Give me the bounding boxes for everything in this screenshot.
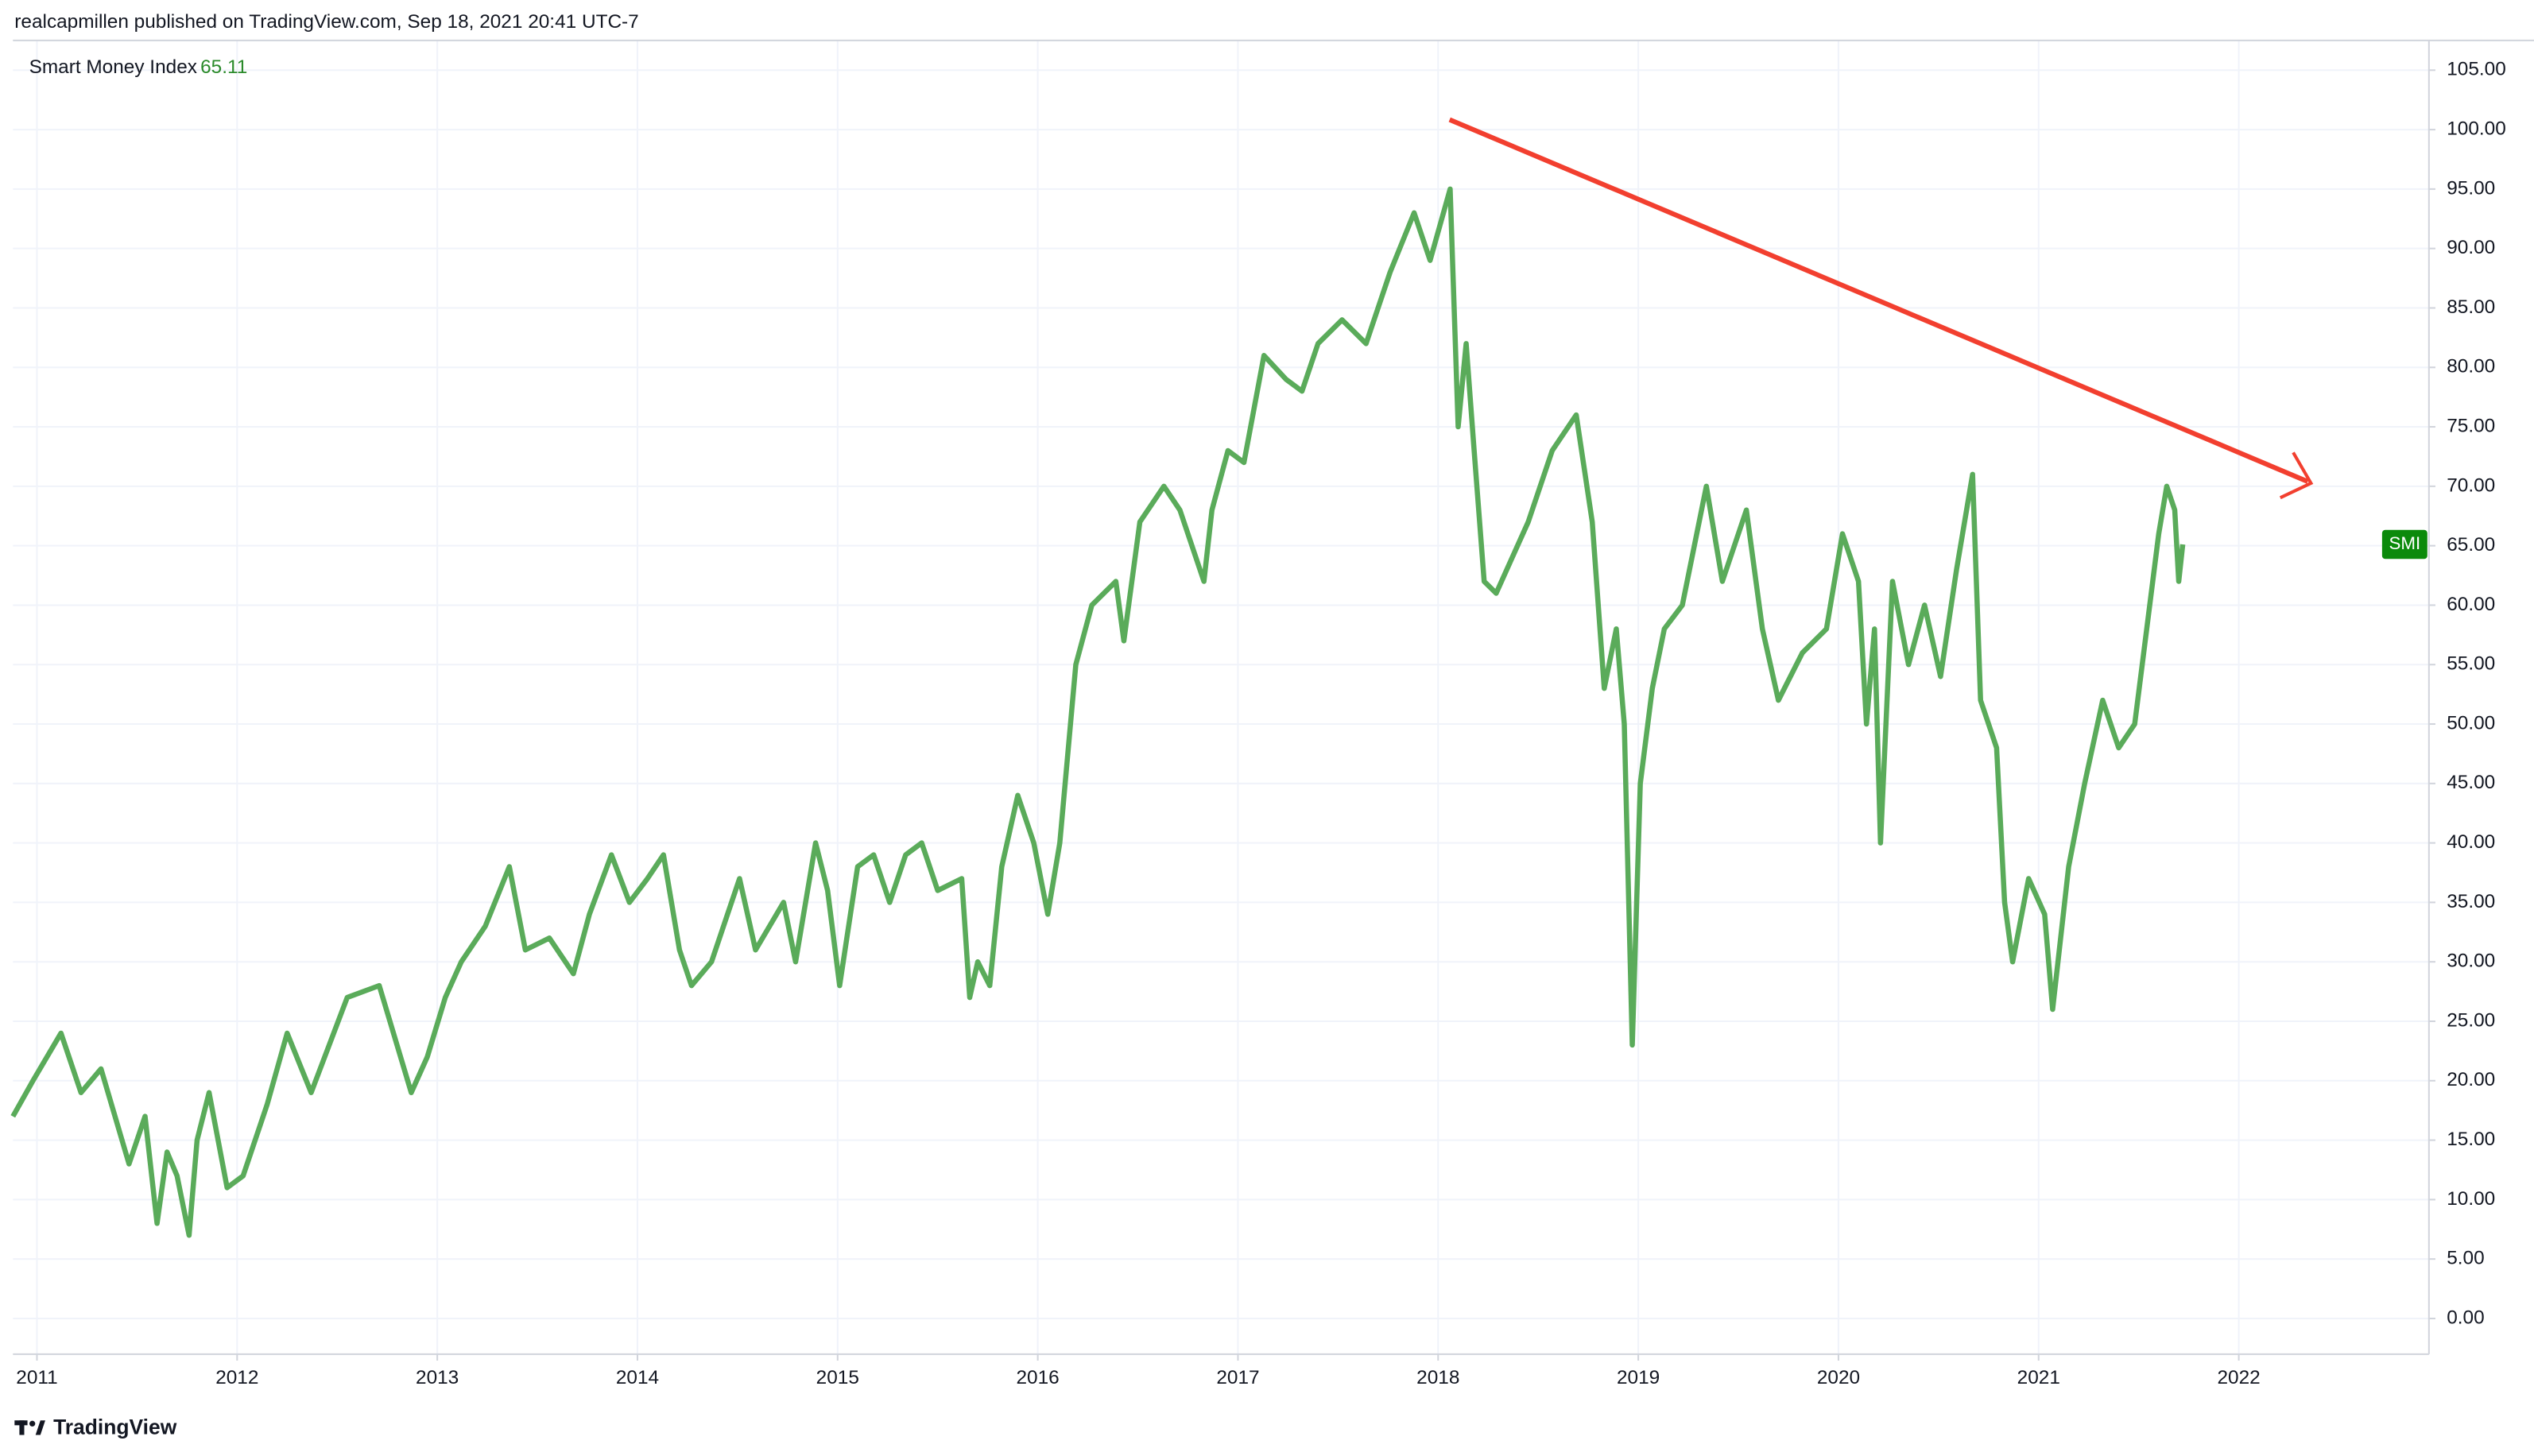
y-tick-label: 45.00 <box>2447 772 2495 793</box>
brand: TradingView <box>53 1415 177 1439</box>
x-tick-label: 2022 <box>2217 1367 2260 1388</box>
y-tick-label: 105.00 <box>2447 59 2506 80</box>
trend-arrow-head <box>2279 451 2314 500</box>
logo-part <box>19 1420 25 1435</box>
y-tick-label: 25.00 <box>2447 1009 2495 1031</box>
y-tick-label: 70.00 <box>2447 474 2495 496</box>
x-tick-label: 2014 <box>616 1367 659 1388</box>
y-tick-label: 90.00 <box>2447 237 2495 258</box>
legend-value: 65.11 <box>200 56 247 78</box>
x-tick-label: 2011 <box>16 1367 57 1388</box>
y-tick-label: 30.00 <box>2447 951 2495 972</box>
x-tick-label: 2018 <box>1416 1367 1459 1388</box>
x-tick-label: 2019 <box>1617 1367 1660 1388</box>
plot <box>10 186 2186 1238</box>
y-tick-label: 50.00 <box>2447 712 2495 734</box>
x-tick-label: 2013 <box>416 1367 459 1388</box>
x-tick-label: 2015 <box>816 1367 859 1388</box>
tv-logo <box>14 1420 45 1435</box>
y-tick-label: 100.00 <box>2447 118 2506 140</box>
y-tick-label: 95.00 <box>2447 177 2495 199</box>
y-tick-label: 60.00 <box>2447 594 2495 615</box>
series-line <box>10 186 2186 1238</box>
y-tick-label: 5.00 <box>2447 1248 2484 1269</box>
grid <box>13 40 2429 1354</box>
byline: realcapmillen published on TradingView.c… <box>14 11 638 33</box>
badge-label: SMI <box>2389 533 2420 553</box>
last-value-badge <box>2381 529 2427 560</box>
y-tick-label: 85.00 <box>2447 296 2495 318</box>
y-tick-label: 80.00 <box>2447 356 2495 378</box>
y-tick-label: 75.00 <box>2447 415 2495 436</box>
y-tick-label: 0.00 <box>2447 1307 2484 1328</box>
y-tick-label: 65.00 <box>2447 534 2495 556</box>
y-tick-label: 55.00 <box>2447 653 2495 675</box>
y-tick-label: 35.00 <box>2447 891 2495 912</box>
x-tick-label: 2017 <box>1216 1367 1259 1388</box>
x-tick-label: 2020 <box>1817 1367 1860 1388</box>
trend-arrow <box>1448 117 2309 484</box>
legend-label: Smart Money Index <box>29 56 197 78</box>
y-tick-label: 40.00 <box>2447 831 2495 853</box>
logo-part <box>35 1420 45 1435</box>
x-tick-label: 2012 <box>215 1367 258 1388</box>
logo-part <box>29 1420 36 1427</box>
x-tick-label: 2021 <box>2017 1367 2060 1388</box>
x-tick-label: 2016 <box>1017 1367 1060 1388</box>
y-tick-label: 20.00 <box>2447 1069 2495 1090</box>
y-tick-label: 15.00 <box>2447 1129 2495 1150</box>
y-tick-label: 10.00 <box>2447 1188 2495 1210</box>
